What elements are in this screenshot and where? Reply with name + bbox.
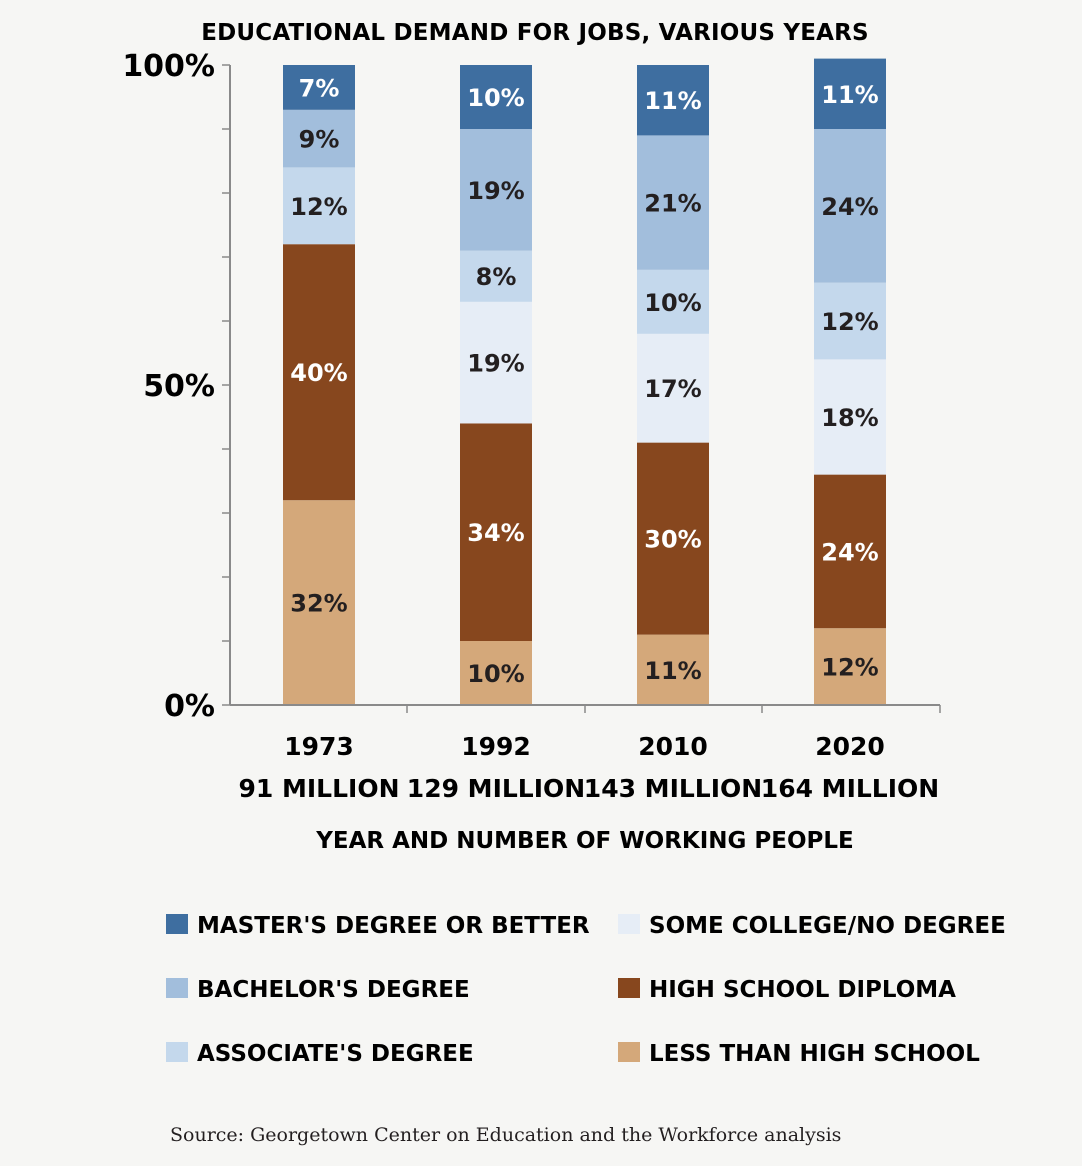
bar-segment bbox=[283, 500, 355, 705]
bar-segment bbox=[814, 474, 886, 629]
y-tick-label: 100% bbox=[122, 49, 215, 84]
legend-label: LESS THAN HIGH SCHOOL bbox=[649, 1041, 980, 1067]
data-label: 19% bbox=[467, 350, 524, 378]
legend-label: MASTER'S DEGREE OR BETTER bbox=[197, 913, 590, 939]
legend: MASTER'S DEGREE OR BETTER BACHELOR'S DEGR… bbox=[166, 913, 1006, 1067]
data-label: 7% bbox=[299, 74, 340, 102]
bar-segment bbox=[637, 442, 709, 635]
bar-segment bbox=[814, 129, 886, 283]
bar-segment bbox=[283, 167, 355, 245]
bar-segment bbox=[814, 628, 886, 705]
x-tick-label-workers: 91 MILLION bbox=[238, 774, 399, 803]
x-tick-label-workers: 143 MILLION bbox=[584, 774, 762, 803]
data-label: 8% bbox=[476, 263, 517, 291]
bar-segment bbox=[814, 359, 886, 475]
legend-swatch bbox=[166, 978, 188, 998]
bar-segment bbox=[460, 641, 532, 705]
bars: 32% 40% 12% 9% 7% 10% 34% 19% 8% 19% 10% 11% 30% 17% 1… bbox=[283, 58, 886, 705]
bar-segment bbox=[460, 423, 532, 641]
x-tick-label-year: 1992 bbox=[461, 732, 531, 761]
data-label: 18% bbox=[821, 404, 878, 432]
x-tick-label-workers: 129 MILLION bbox=[407, 774, 585, 803]
x-tick-label-year: 2010 bbox=[638, 732, 708, 761]
source-note: Source: Georgetown Center on Education a… bbox=[170, 1124, 842, 1146]
data-label: 10% bbox=[644, 289, 701, 317]
y-tick-label: 50% bbox=[143, 369, 215, 404]
bar-segment bbox=[637, 269, 709, 334]
bar-segment bbox=[637, 65, 709, 136]
bar-segment bbox=[460, 65, 532, 129]
y-axis: 0% 50% 100% bbox=[122, 49, 231, 724]
x-tick-label-year: 2020 bbox=[815, 732, 885, 761]
bar-segment bbox=[283, 109, 355, 168]
bar-segment bbox=[283, 244, 355, 501]
data-label: 40% bbox=[290, 359, 347, 387]
bar-segment bbox=[814, 282, 886, 360]
x-axis-label: YEAR AND NUMBER OF WORKING PEOPLE bbox=[315, 828, 854, 854]
data-label: 11% bbox=[644, 87, 701, 115]
data-label: 12% bbox=[290, 193, 347, 221]
legend-label: ASSOCIATE'S DEGREE bbox=[197, 1041, 474, 1067]
data-label: 30% bbox=[644, 526, 701, 554]
legend-label: SOME COLLEGE/NO DEGREE bbox=[649, 913, 1006, 939]
data-label: 12% bbox=[821, 308, 878, 336]
legend-swatch bbox=[618, 1042, 640, 1062]
data-label: 34% bbox=[467, 519, 524, 547]
data-label: 24% bbox=[821, 538, 878, 566]
bar-segment bbox=[460, 129, 532, 251]
stacked-bar-chart: EDUCATIONAL DEMAND FOR JOBS, VARIOUS YEA… bbox=[122, 20, 1006, 1067]
bar-segment bbox=[814, 58, 886, 129]
data-label: 10% bbox=[467, 660, 524, 688]
bar-segment bbox=[637, 333, 709, 443]
data-label: 19% bbox=[467, 177, 524, 205]
legend-swatch bbox=[618, 978, 640, 998]
legend-label: HIGH SCHOOL DIPLOMA bbox=[649, 977, 956, 1003]
legend-swatch bbox=[166, 914, 188, 934]
legend-label: BACHELOR'S DEGREE bbox=[197, 977, 470, 1003]
bar-segment bbox=[460, 250, 532, 302]
bar-segment bbox=[460, 301, 532, 424]
x-tick-label-year: 1973 bbox=[284, 732, 354, 761]
data-label: 9% bbox=[299, 126, 340, 154]
x-tick-label-workers: 164 MILLION bbox=[761, 774, 939, 803]
data-label: 24% bbox=[821, 193, 878, 221]
legend-swatch bbox=[166, 1042, 188, 1062]
data-label: 21% bbox=[644, 190, 701, 218]
data-label: 11% bbox=[644, 657, 701, 685]
bar-segment bbox=[637, 634, 709, 705]
data-label: 17% bbox=[644, 375, 701, 403]
data-label: 32% bbox=[290, 590, 347, 618]
data-label: 10% bbox=[467, 84, 524, 112]
y-tick-label: 0% bbox=[164, 689, 215, 724]
bar-segment bbox=[283, 65, 355, 110]
bar-segment bbox=[637, 135, 709, 270]
data-label: 11% bbox=[821, 81, 878, 109]
data-label: 12% bbox=[821, 654, 878, 682]
chart-title: EDUCATIONAL DEMAND FOR JOBS, VARIOUS YEA… bbox=[201, 20, 869, 46]
legend-swatch bbox=[618, 914, 640, 934]
x-axis: 1973 91 MILLION 1992 129 MILLION 2010 143 MIL… bbox=[230, 704, 941, 803]
